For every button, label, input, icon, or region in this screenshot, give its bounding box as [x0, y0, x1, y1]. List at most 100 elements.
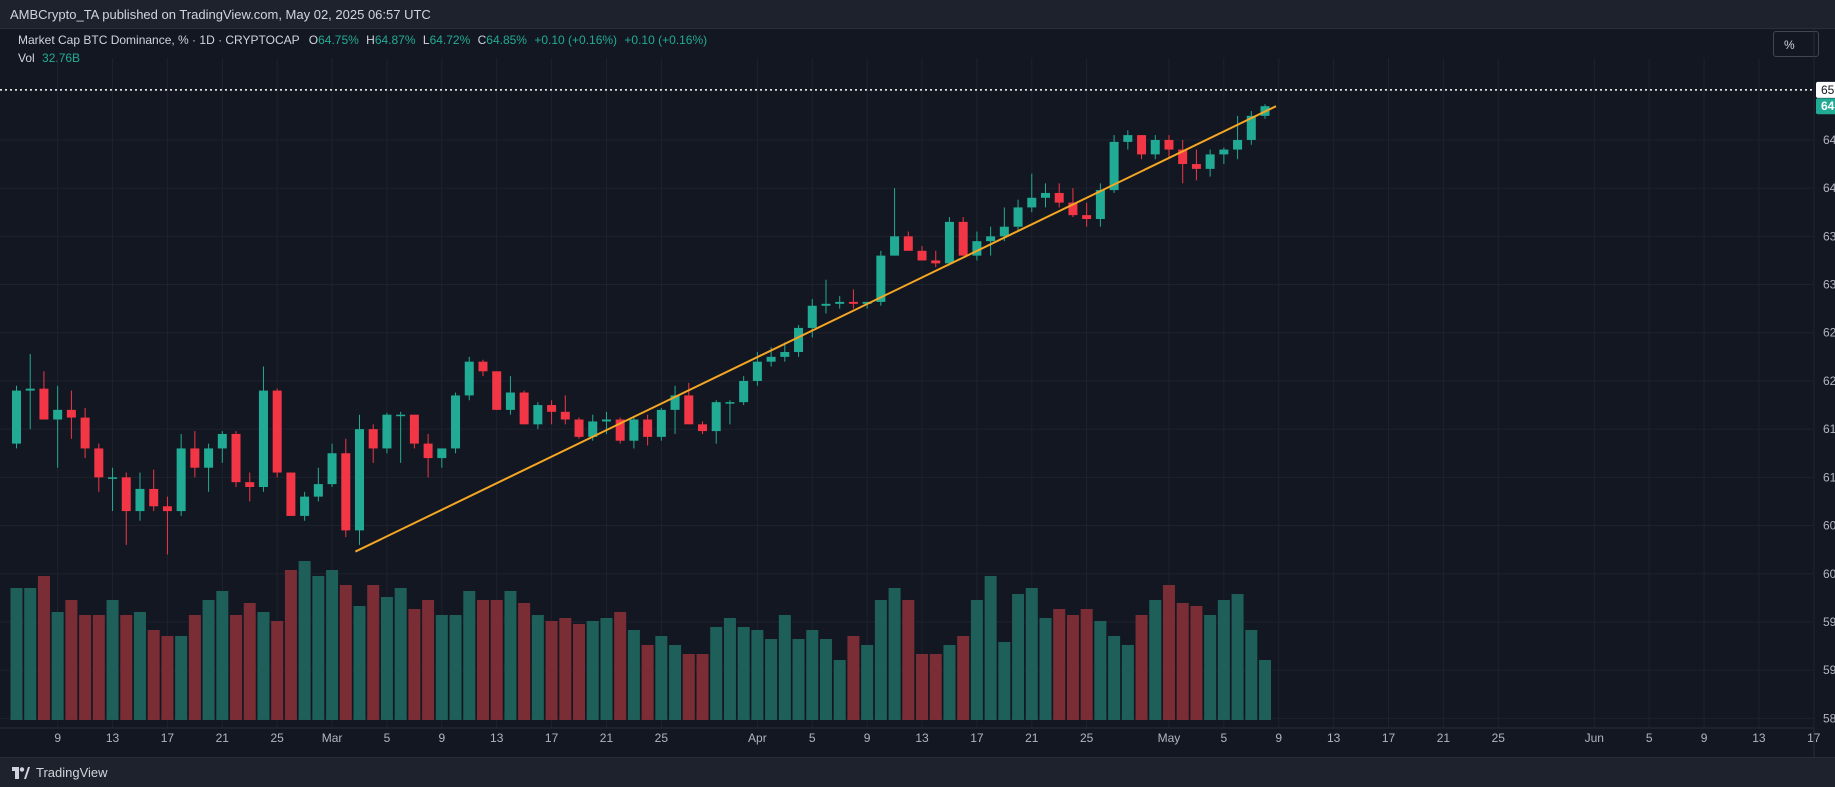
top-bar: AMBCrypto_TA published on TradingView.co…: [0, 0, 1835, 29]
volume-bar: [422, 600, 435, 720]
volume-bar: [147, 630, 160, 720]
volume-bar: [600, 618, 613, 720]
volume-bar: [970, 600, 983, 720]
candle-body: [1054, 192, 1064, 203]
candle-body: [958, 221, 968, 256]
candle-body: [464, 361, 474, 396]
volume-bar: [614, 612, 627, 720]
unit-toggle-button[interactable]: %: [1773, 31, 1819, 57]
candle-body: [1246, 115, 1256, 140]
y-tick-label: 63.50%: [1823, 229, 1835, 243]
volume-bar: [408, 609, 421, 720]
volume-bar: [312, 576, 325, 720]
low-label: L: [422, 33, 430, 47]
candle-body: [12, 390, 21, 444]
candle-body: [739, 380, 749, 403]
candle-body: [204, 448, 214, 468]
y-tick-label: 64.00%: [1823, 181, 1835, 195]
price-axis[interactable]: 58.50% 59.00% 59.50% 60.00% 60.50% 61.00% 61.5…: [1823, 133, 1835, 725]
volume-bar: [1190, 606, 1203, 720]
volume-bar: [792, 639, 805, 720]
volume-bar: [1245, 630, 1258, 720]
volume-bar: [778, 615, 791, 720]
volume-bar: [463, 591, 476, 720]
candle-body: [272, 390, 282, 473]
volume-bar: [723, 618, 736, 720]
x-tick-label: 5: [809, 731, 816, 745]
x-tick-label: 13: [106, 731, 120, 745]
brand-name: TradingView: [36, 765, 108, 780]
candle-body: [135, 488, 145, 512]
volume-bar: [216, 591, 229, 720]
candle-body: [300, 496, 310, 516]
x-tick-label: 25: [271, 731, 285, 745]
volume-bar: [916, 654, 929, 720]
change-value: +0.10 (+0.16%): [534, 33, 618, 47]
volume-bar: [188, 615, 201, 720]
volume-bar: [1012, 594, 1025, 720]
candle-body: [423, 443, 433, 459]
candle-body: [656, 409, 666, 437]
volume-bar: [394, 588, 407, 720]
x-tick-label: 9: [438, 731, 445, 745]
candle-body: [876, 255, 886, 302]
volume-bar: [476, 600, 489, 720]
trendline[interactable]: [354, 105, 1277, 553]
candle-body: [176, 448, 186, 512]
volume-bar: [1025, 588, 1038, 720]
candle-body: [505, 392, 515, 410]
volume-bar: [298, 561, 311, 720]
volume-bar: [230, 615, 243, 720]
x-tick-label: Jun: [1585, 731, 1604, 745]
volume-legend: Vol 32.76B: [18, 51, 80, 65]
volume-bar: [531, 615, 544, 720]
candle-body: [780, 352, 790, 357]
candle-body: [327, 453, 337, 485]
price-chart[interactable]: 58.50% 59.00% 59.50% 60.00% 60.50% 61.00% 61.5…: [0, 28, 1835, 757]
candle-body: [643, 419, 653, 437]
volume-bar: [710, 627, 723, 720]
candle-body: [684, 395, 694, 425]
volume-bar: [888, 588, 901, 720]
candle-body: [245, 482, 255, 487]
candle-body: [547, 405, 557, 412]
volume-bar: [79, 615, 92, 720]
volume-bar: [847, 636, 860, 720]
volume-bar: [120, 615, 133, 720]
tradingview-brand[interactable]: TradingView: [12, 765, 108, 780]
high-label: H: [366, 33, 375, 47]
candle-body: [1178, 149, 1188, 165]
time-axis[interactable]: 9 13 17 21 25 Mar 5 9 13 17 21 25 Apr 5 9 13 17 21 25 May 5 9…: [54, 731, 1820, 745]
symbol-legend: Market Cap BTC Dominance, % · 1D · CRYPT…: [18, 33, 707, 47]
candle-body: [670, 395, 680, 410]
volume-bar: [1259, 660, 1272, 720]
x-tick-label: 17: [1382, 731, 1396, 745]
candlesticks: [12, 104, 1270, 555]
x-tick-label: 17: [970, 731, 984, 745]
candle-body: [190, 448, 200, 468]
candle-body: [1068, 202, 1078, 216]
x-tick-label: 21: [1437, 731, 1451, 745]
volume-bar: [1176, 603, 1189, 720]
candle-body: [903, 236, 913, 251]
last-price-tag: [1816, 98, 1835, 115]
volume-bar: [1053, 609, 1066, 720]
y-tick-label: 63.00%: [1823, 278, 1835, 292]
volume-bar: [1135, 615, 1148, 720]
x-tick-label: 13: [490, 731, 504, 745]
volume-bar: [1066, 615, 1079, 720]
volume-bar: [380, 597, 393, 720]
volume-bar: [490, 600, 503, 720]
candle-body: [890, 236, 900, 256]
candle-body: [1027, 197, 1037, 208]
candle-body: [258, 390, 268, 487]
candle-body: [821, 303, 831, 306]
candle-body: [313, 484, 323, 497]
volume-bar: [1094, 621, 1107, 720]
candle-body: [478, 361, 488, 372]
candle-body: [944, 221, 954, 264]
high-price-tag-label: 65.02%: [1821, 83, 1835, 97]
symbol-title[interactable]: Market Cap BTC Dominance, % · 1D · CRYPT…: [18, 33, 300, 47]
candle-body: [711, 402, 721, 432]
volume-bar: [545, 621, 558, 720]
